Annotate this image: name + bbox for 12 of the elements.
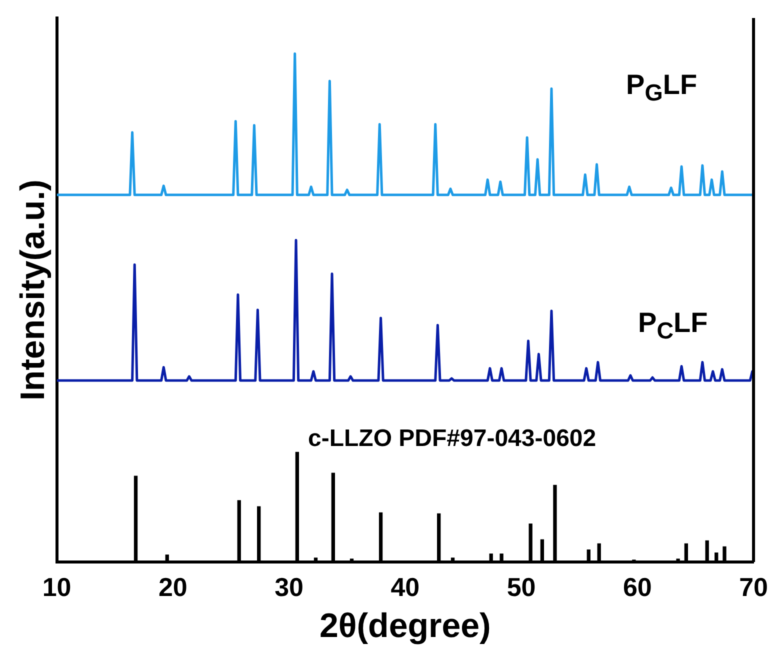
x-axis-title: 2θ(degree) bbox=[319, 606, 491, 645]
x-tick-label: 40 bbox=[390, 572, 420, 602]
x-tick-label: 30 bbox=[274, 572, 304, 602]
x-tick-label: 50 bbox=[506, 572, 536, 602]
x-tick-label: 20 bbox=[158, 572, 188, 602]
x-tick-label: 70 bbox=[739, 572, 768, 602]
x-tick-label: 10 bbox=[42, 572, 72, 602]
series-label: c-LLZO PDF#97-043-0602 bbox=[308, 425, 596, 452]
y-axis-title: Intensity(a.u.) bbox=[14, 179, 52, 401]
text: P$_{G}$LF bbox=[626, 69, 698, 106]
series-label: P$_{C}$LF bbox=[638, 307, 708, 344]
x-tick-label: 60 bbox=[622, 572, 652, 602]
